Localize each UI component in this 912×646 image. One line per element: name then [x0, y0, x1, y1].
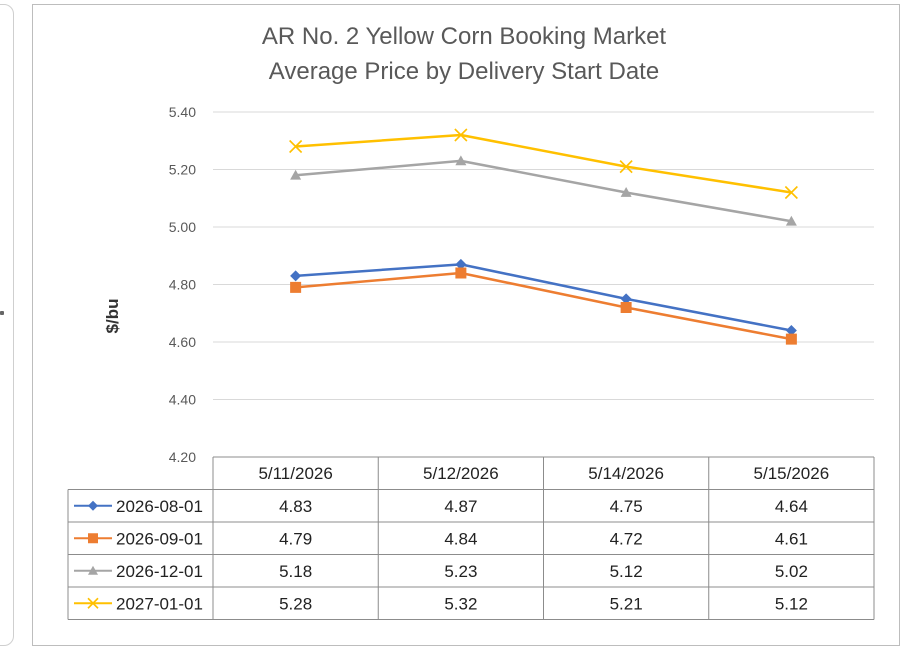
- y-tick-label: 4.20: [169, 449, 196, 465]
- chart-title-line-2: Average Price by Delivery Start Date: [269, 58, 659, 85]
- table-cell-value: 5.12: [610, 562, 643, 581]
- data-point: [290, 169, 302, 180]
- table-cell-value: 4.61: [775, 529, 808, 548]
- data-point: [785, 325, 797, 336]
- series-line: [295, 133, 792, 194]
- table-cell-value: 5.23: [444, 562, 477, 581]
- table-cell-value: 5.18: [279, 562, 312, 581]
- legend-series-name: 2027-01-01: [116, 594, 203, 613]
- data-point: [290, 270, 302, 282]
- series-line: [295, 159, 792, 223]
- data-point: [620, 293, 632, 305]
- table-cell-value: 5.12: [775, 594, 808, 613]
- table-cell-value: 4.79: [279, 529, 312, 548]
- panel-resize-handle[interactable]: [0, 311, 4, 315]
- table-cell-value: 4.64: [775, 497, 808, 516]
- y-axis-label: $/bu: [103, 299, 122, 334]
- legend-series-name: 2026-12-01: [116, 562, 203, 581]
- series-line: [295, 263, 792, 332]
- data-point: [620, 302, 632, 313]
- table-cell-value: 4.75: [610, 497, 643, 516]
- table-cell-value: 5.02: [775, 562, 808, 581]
- table-cell-value: 4.83: [279, 497, 312, 516]
- data-point: [455, 258, 467, 270]
- table-cell-value: 4.84: [444, 529, 477, 548]
- table-cell-value: 4.87: [444, 497, 477, 516]
- data-point: [290, 281, 302, 293]
- y-tick-label: 5.00: [169, 219, 196, 235]
- legend-marker-key: [87, 597, 99, 609]
- data-point: [455, 267, 467, 279]
- line-chart: AR No. 2 Yellow Corn Booking Market Aver…: [67, 23, 875, 620]
- table-cell-value: 5.28: [279, 594, 312, 613]
- data-point: [454, 128, 468, 142]
- x-category-label: 5/14/2026: [588, 464, 664, 483]
- table-cell-value: 5.21: [610, 594, 643, 613]
- legend-marker-key: [88, 500, 98, 511]
- y-tick-label: 5.20: [169, 162, 196, 178]
- x-category-label: 5/12/2026: [423, 464, 499, 483]
- data-point: [619, 160, 633, 174]
- data-point: [785, 333, 797, 345]
- data-point: [289, 139, 303, 154]
- x-category-label: 5/15/2026: [754, 464, 830, 483]
- series-line: [295, 271, 792, 341]
- legend-series-name: 2026-08-01: [116, 497, 203, 516]
- y-tick-label: 4.80: [169, 277, 196, 293]
- table-cell-value: 4.72: [610, 529, 643, 548]
- chart-title-line-1: AR No. 2 Yellow Corn Booking Market: [262, 23, 667, 50]
- chart-area: [32, 4, 900, 646]
- table-cell-value: 5.32: [444, 594, 477, 613]
- y-tick-label: 5.40: [169, 104, 196, 120]
- x-category-label: 5/11/2026: [258, 464, 332, 483]
- legend-marker-key: [88, 565, 98, 575]
- legend-series-name: 2026-09-01: [116, 529, 203, 548]
- data-point: [455, 155, 467, 166]
- y-tick-label: 4.40: [169, 392, 196, 408]
- legend-marker-key: [88, 533, 98, 544]
- y-tick-label: 4.60: [169, 334, 196, 350]
- data-point: [785, 215, 797, 226]
- data-point: [784, 185, 798, 200]
- data-point: [620, 187, 632, 197]
